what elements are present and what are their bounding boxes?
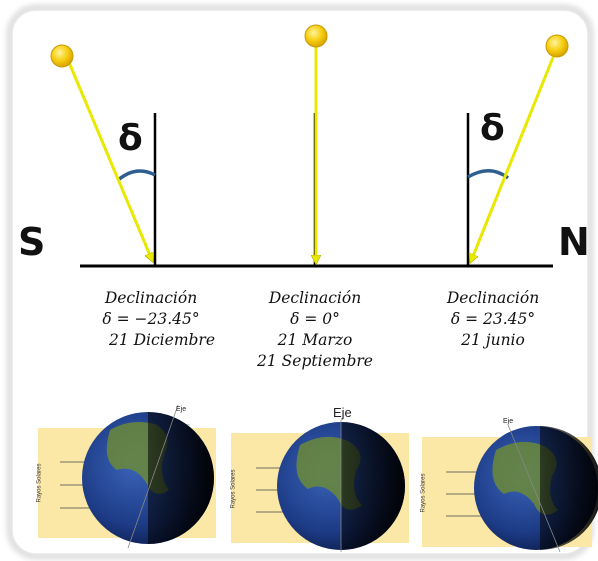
rays-label-june: Rayos Solares <box>420 473 427 513</box>
north-label: N <box>558 220 590 264</box>
axis-label-march: Eje <box>333 405 352 420</box>
globe-panel-june <box>422 424 598 553</box>
caption-date: 21 Marzo <box>277 331 353 349</box>
caption-title: Declinación <box>446 289 540 307</box>
axis-label-june: Eje <box>503 418 514 425</box>
caption-formula: δ = −23.45° <box>102 310 200 328</box>
angle-arc-left <box>116 169 156 182</box>
rays-label-march: Rayos Solares <box>230 469 237 509</box>
caption-date: 21 Diciembre <box>108 331 216 349</box>
caption-date-2: 21 Septiembre <box>257 352 373 370</box>
rays-label-december: Rayos Solares <box>36 463 43 503</box>
caption-formula: δ = 23.45° <box>450 310 536 328</box>
caption-formula: δ = 0° <box>290 310 340 328</box>
caption-june: Declinación δ = 23.45° 21 junio <box>408 288 578 351</box>
caption-title: Declinación <box>268 289 362 307</box>
sun-ray-left <box>66 59 152 260</box>
card-frame <box>7 5 593 559</box>
caption-date: 21 junio <box>461 331 525 349</box>
caption-title: Declinación <box>104 289 198 307</box>
delta-symbol-left: δ <box>118 118 143 159</box>
caption-december: Declinación δ = −23.45° 21 Diciembre <box>66 288 236 351</box>
axis-label-december: Eje <box>176 406 187 413</box>
globe-panel-march <box>231 420 409 552</box>
sun-center <box>304 24 328 48</box>
globe-panel-december <box>38 404 216 549</box>
delta-symbol-right: δ <box>480 108 505 149</box>
sun-ray-right <box>471 49 558 261</box>
sun-left <box>50 44 74 68</box>
sun-right <box>545 34 569 58</box>
south-label: S <box>18 220 46 264</box>
caption-march: Declinación δ = 0° 21 Marzo 21 Septiembr… <box>230 288 400 372</box>
